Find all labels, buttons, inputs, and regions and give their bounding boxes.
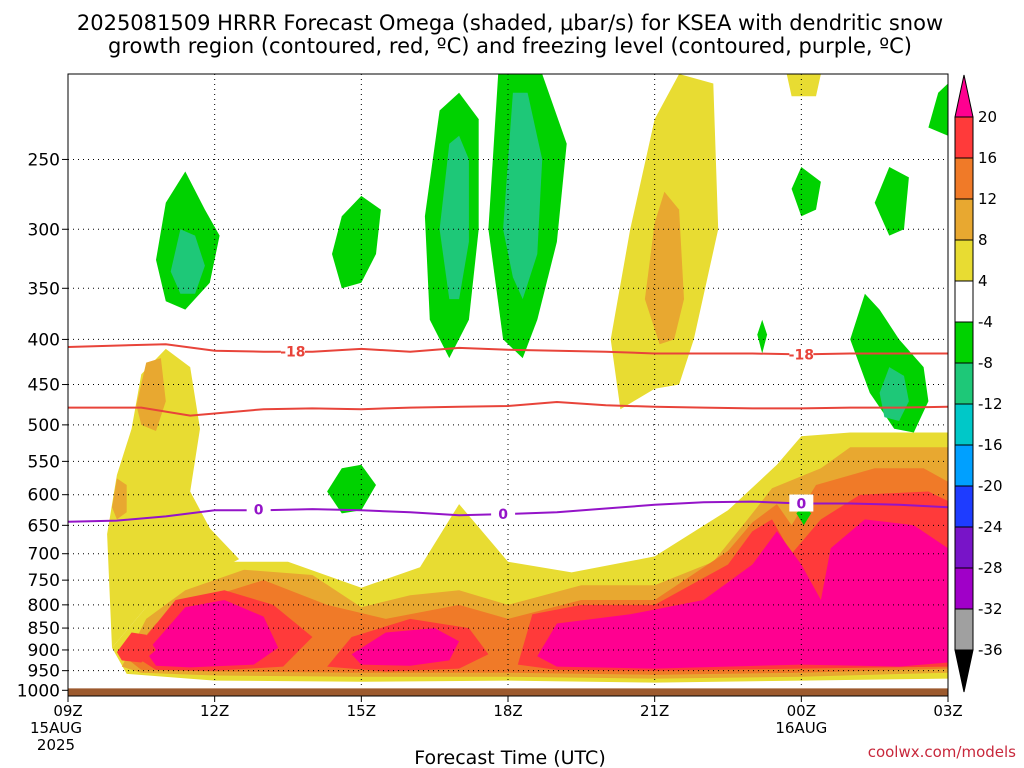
y-tick-label-600: 600 (28, 486, 60, 506)
plot-area: -18 -18 0 0 0 (68, 74, 948, 696)
y-tick-label-450: 450 (28, 376, 60, 396)
omega-region-ascent-right-lower (850, 293, 929, 433)
colorbar-label-20: 20 (978, 108, 997, 126)
x-tick-label-21Z: 21Z (640, 702, 669, 720)
y-tick-label-800: 800 (28, 596, 60, 616)
y-tick-label-500: 500 (28, 416, 60, 436)
x-axis-label: Forecast Time (UTC) (414, 747, 605, 768)
contour-label-bg (280, 342, 305, 360)
colorbar-bin (954, 567, 974, 610)
y-tick-label-700: 700 (28, 545, 60, 565)
omega-region-ascent-mid-15z (327, 464, 376, 514)
colorbar-bin (954, 526, 974, 569)
omega-region-descent-magenta-core-2 (351, 628, 460, 666)
y-tick-label-950: 950 (28, 662, 60, 682)
colorbar-label-8: 8 (978, 231, 988, 249)
y-tick-label-750: 750 (28, 571, 60, 591)
omega-region-descent-top-2330 (786, 74, 821, 97)
x-tick-sublabel: 16AUG (775, 719, 827, 737)
x-tick-sublabel: 15AUG (30, 719, 82, 737)
colorbar-bin (954, 485, 974, 528)
omega-region-ascent-upper-right (928, 83, 948, 136)
omega-region-ascent-1530 (332, 195, 381, 289)
colorbar-bin (954, 403, 974, 446)
omega-shading (107, 74, 948, 683)
chart-title-line-1: 2025081509 HRRR Forecast Omega (shaded, … (77, 11, 943, 35)
colorbar-label--24: -24 (978, 518, 1003, 536)
contour-label-bg (246, 500, 271, 518)
ground-below-surface (68, 688, 948, 696)
contour-label: -18 (789, 347, 814, 363)
x-tick-label-18Z: 18Z (493, 702, 522, 720)
colorbar-bin (954, 321, 974, 364)
temperature-contours: -18 -18 0 0 0 (68, 342, 948, 523)
colorbar-bin (954, 608, 974, 651)
y-tick-label-350: 350 (28, 279, 60, 299)
omega-region-descent-left-column (107, 348, 240, 648)
contour-label-bg (491, 504, 516, 522)
contour-label: 0 (498, 507, 508, 523)
contour-label-bg (789, 494, 814, 512)
colorbar-label--32: -32 (978, 600, 1003, 618)
colorbar-label--4: -4 (978, 313, 993, 331)
colorbar-label--16: -16 (978, 436, 1003, 454)
colorbar-bin (954, 239, 974, 282)
y-tick-label-850: 850 (28, 619, 60, 639)
y-tick-label-400: 400 (28, 330, 60, 350)
y-tick-label-250: 250 (28, 150, 60, 170)
colorbar-label--36: -36 (978, 641, 1003, 659)
omega-region-descent-mid-left-small (112, 478, 127, 520)
colorbar: 20 16 12 8 4 -4 -8 -12 -16 -20 -24 -28 -32 -36 (954, 74, 1003, 693)
chart-title-line-2: growth region (contoured, red, ºC) and f… (108, 34, 912, 58)
omega-region-descent-magenta-core-3 (537, 519, 948, 669)
contour-label-bg (789, 345, 814, 363)
x-tick-label-12Z: 12Z (200, 702, 229, 720)
contour-label: -18 (280, 345, 305, 361)
colorbar-label--12: -12 (978, 395, 1003, 413)
x-tick-label-03Z: 03Z (933, 702, 962, 720)
colorbar-label-12: 12 (978, 190, 997, 208)
colorbar-bin (954, 280, 974, 323)
colorbar-label--20: -20 (978, 477, 1003, 495)
omega-region-ascent-19z-core (503, 92, 543, 300)
dgz-contour-1 (68, 400, 948, 417)
colorbar-label--28: -28 (978, 559, 1003, 577)
omega-region-ascent-17z-core (439, 135, 469, 300)
contour-label: 0 (254, 503, 264, 519)
colorbar-label-16: 16 (978, 149, 997, 167)
colorbar-bin (954, 157, 974, 200)
credit-text: coolwx.com/models (868, 743, 1016, 761)
omega-region-ascent-2330-sliver (757, 319, 768, 354)
grid-lines (68, 74, 948, 696)
colorbar-bin (954, 198, 974, 241)
colorbar-label-4: 4 (978, 272, 988, 290)
y-tick-label-300: 300 (28, 220, 60, 240)
y-tick-label-1000: 1000 (17, 681, 60, 701)
omega-region-descent-magenta-core-1 (146, 600, 279, 668)
y-tick-label-550: 550 (28, 452, 60, 472)
x-tick-sublabel: 2025 (37, 736, 75, 754)
y-tick-label-900: 900 (28, 641, 60, 661)
omega-region-descent-mid-left (136, 358, 166, 431)
omega-region-ascent-02z-small (874, 167, 909, 236)
colorbar-bin (954, 444, 974, 487)
x-tick-label-15Z: 15Z (347, 702, 376, 720)
pressure-axis: 2503003504004505005506006507007508008509… (17, 150, 68, 701)
colorbar-min-arrow (954, 649, 974, 693)
x-tick-label-00Z: 00Z (787, 702, 816, 720)
y-tick-label-650: 650 (28, 516, 60, 536)
contour-label: 0 (796, 497, 806, 513)
omega-region-descent-red-blob (116, 632, 156, 663)
colorbar-label--8: -8 (978, 354, 993, 372)
omega-region-ascent-left-core (170, 229, 205, 294)
x-tick-label-09Z: 09Z (53, 702, 82, 720)
omega-region-ascent-00z-small (791, 167, 821, 217)
colorbar-bin (954, 362, 974, 405)
colorbar-bin (954, 116, 974, 159)
